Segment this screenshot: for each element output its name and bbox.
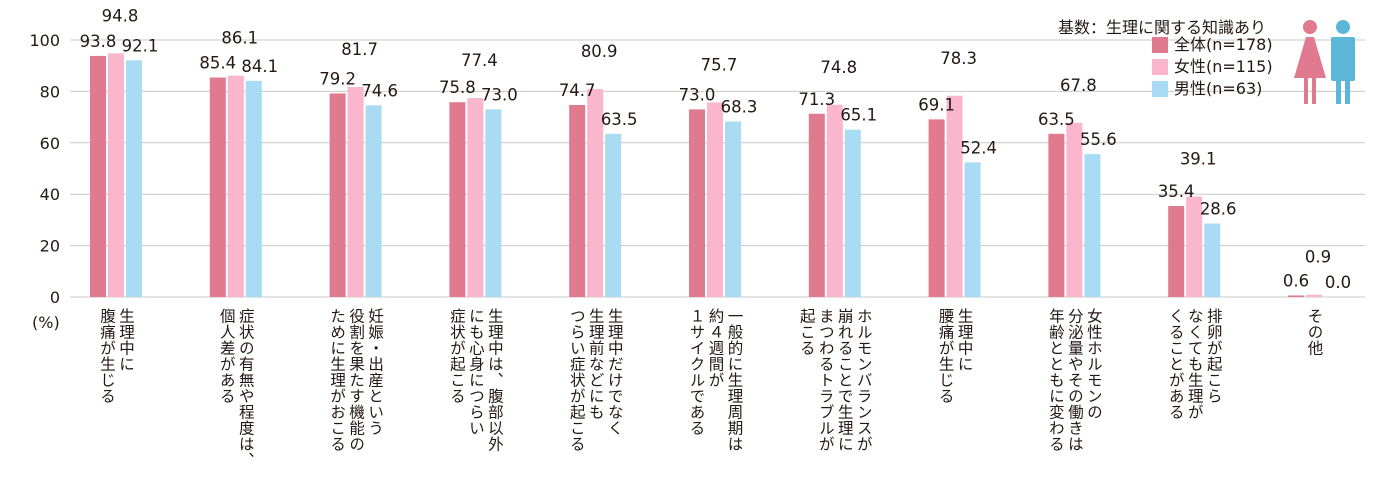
bar [808, 113, 825, 297]
value-label: 0.0 [1325, 273, 1351, 292]
value-label: 73.0 [481, 85, 518, 104]
bar [245, 80, 262, 297]
bar [1066, 122, 1083, 297]
bar [1288, 295, 1304, 297]
value-label: 28.6 [1200, 199, 1237, 218]
value-label: 75.8 [439, 78, 476, 97]
bar [1168, 206, 1185, 297]
category-label: 症状の有無や程度は、 個人差がある [217, 308, 255, 468]
category-label: 生理中に 腰痛が生じる [936, 308, 974, 404]
legend-swatch [1152, 81, 1168, 97]
bar [725, 121, 741, 298]
y-tick-label: 100 [29, 31, 60, 50]
bar [108, 53, 124, 297]
bar [1084, 154, 1101, 297]
value-label: 52.4 [960, 138, 997, 157]
value-label: 55.6 [1080, 130, 1117, 149]
bar [844, 129, 861, 297]
bar [365, 105, 382, 297]
bar [1186, 196, 1203, 297]
bar [964, 162, 981, 297]
value-label: 35.4 [1158, 182, 1195, 201]
value-label: 80.9 [581, 42, 618, 61]
value-label: 71.3 [798, 90, 835, 109]
value-label: 79.2 [319, 69, 356, 88]
value-label: 81.7 [341, 40, 378, 59]
category-label: ホルモンバランスが 崩れることで生理に まつわるトラブルが 起こる [797, 308, 873, 452]
legend-swatch [1152, 37, 1168, 53]
bar [347, 87, 364, 297]
bar [569, 105, 586, 297]
bar [90, 55, 106, 298]
category-label: 生理中だけでなく 生理前などにも つらい症状が起こる [567, 308, 624, 452]
bar [605, 133, 622, 297]
value-label: 63.5 [1038, 110, 1075, 129]
legend-swatch [1152, 59, 1168, 75]
category-label: 生理中は、腹部以外 にも心身につらい 症状が起こる [447, 308, 504, 452]
bar [126, 60, 142, 297]
legend-title: 基数：生理に関する知識あり [1058, 18, 1266, 37]
bar [928, 119, 945, 298]
category-label: 排卵が起こら なくても生理が くることがある [1166, 308, 1223, 420]
bar [946, 95, 963, 297]
value-label: 69.1 [918, 95, 955, 114]
value-label: 78.3 [940, 49, 977, 68]
value-label: 68.3 [721, 97, 758, 116]
bar [449, 102, 466, 297]
bar [227, 75, 244, 298]
bar [485, 109, 502, 297]
value-label: 85.4 [199, 54, 236, 73]
y-tick-label: 80 [40, 82, 60, 101]
value-label: 77.4 [461, 51, 498, 70]
y-axis: 0 20 40 60 80 100 [29, 31, 60, 307]
y-tick-label: 0 [50, 288, 60, 307]
value-label: 94.8 [102, 6, 139, 25]
bar [209, 77, 226, 297]
bar [707, 102, 723, 298]
bar [467, 98, 484, 297]
bars [90, 53, 1340, 298]
value-label: 86.1 [221, 29, 258, 48]
value-label: 0.9 [1305, 248, 1331, 267]
category-label: 生理中に 腹痛が生じる [98, 308, 135, 404]
bar [587, 89, 604, 297]
y-tick-label: 60 [40, 134, 60, 153]
category-label: 一般的に生理周期は 約４週間が １サイクルである [687, 308, 744, 452]
bar [329, 93, 346, 298]
value-labels: 93.8 94.8 92.1 85.4 86.1 84.1 79.2 81.7 74.6 75.8… [80, 6, 1352, 292]
value-label: 39.1 [1180, 150, 1217, 169]
value-label: 74.8 [820, 58, 857, 77]
bar [689, 109, 705, 297]
legend-label: 全体(n=178) [1174, 35, 1273, 54]
female-figure-icon [1294, 20, 1326, 104]
value-label: 93.8 [80, 32, 117, 51]
category-label: 妊娠・出産という 役割を果たす機能の ために生理がおこる [328, 308, 385, 452]
category-label: その他 [1305, 308, 1324, 356]
legend-label: 男性(n=63) [1174, 79, 1262, 98]
bar [1204, 223, 1221, 297]
legend-label: 女性(n=115) [1174, 57, 1273, 76]
value-label: 0.6 [1283, 271, 1309, 290]
unit-label: (%) [32, 313, 60, 332]
bar [826, 104, 843, 297]
category-label: 女性ホルモンの 分泌量やその働きは 年齢とともに変わる [1046, 308, 1103, 452]
value-label: 84.1 [241, 57, 278, 76]
value-label: 63.5 [601, 110, 638, 129]
value-label: 74.6 [361, 81, 398, 100]
value-label: 75.7 [701, 55, 738, 74]
male-figure-icon [1331, 20, 1355, 104]
value-label: 67.8 [1060, 76, 1097, 95]
value-label: 74.7 [559, 81, 596, 100]
value-label: 92.1 [122, 36, 159, 55]
bar [1048, 133, 1065, 297]
bar [1306, 294, 1322, 297]
value-label: 73.0 [679, 85, 716, 104]
legend: 基数：生理に関する知識あり 全体(n=178) 女性(n=115) 男性(n=63) [1058, 18, 1273, 98]
y-tick-label: 40 [40, 185, 60, 204]
value-label: 65.1 [840, 106, 877, 125]
y-tick-label: 20 [40, 237, 60, 256]
